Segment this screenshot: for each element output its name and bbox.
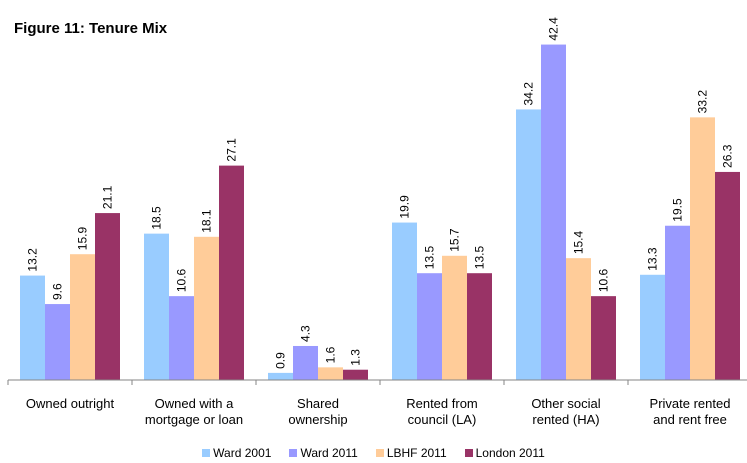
bar	[715, 171, 740, 380]
value-label: 10.6	[597, 268, 611, 292]
value-label: 13.5	[423, 246, 437, 270]
bar	[516, 109, 541, 380]
bar	[20, 275, 45, 380]
value-label: 15.7	[448, 228, 462, 252]
bar	[318, 367, 343, 380]
legend-swatch	[202, 449, 211, 457]
x-tick-label: Owned with a mortgage or loan	[144, 396, 244, 427]
value-label: 19.5	[671, 198, 685, 222]
legend: Ward 2001 Ward 2011 LBHF 2011 London 2011	[0, 446, 747, 460]
bar	[541, 44, 566, 381]
bar	[417, 273, 442, 380]
value-label: 0.9	[274, 352, 288, 369]
bar	[467, 273, 492, 380]
bar	[194, 236, 219, 380]
x-tick-label: Shared ownership	[288, 396, 348, 427]
value-label: 13.2	[26, 248, 40, 272]
value-label: 13.5	[473, 246, 487, 270]
value-label: 4.3	[299, 325, 313, 342]
bar	[144, 233, 169, 380]
value-label: 18.5	[150, 206, 164, 230]
value-label: 15.9	[76, 227, 90, 251]
bar	[591, 296, 616, 380]
bar	[70, 254, 95, 380]
x-tick-label: Other social rented (HA)	[531, 396, 601, 427]
bar	[343, 369, 368, 380]
value-label: 18.1	[200, 209, 214, 233]
legend-label: Ward 2011	[300, 446, 358, 460]
value-label: 9.6	[51, 283, 65, 300]
value-label: 19.9	[398, 195, 412, 219]
bar	[392, 222, 417, 380]
value-label: 26.3	[721, 144, 735, 168]
legend-label: Ward 2001	[213, 446, 272, 460]
value-label: 21.1	[101, 185, 115, 209]
bar	[442, 255, 467, 380]
value-label: 33.2	[696, 90, 710, 114]
chart-title: Figure 11: Tenure Mix	[14, 20, 168, 37]
bar	[293, 345, 318, 380]
bar	[690, 117, 715, 381]
legend-item: LBHF 2011	[375, 446, 447, 460]
bar	[219, 165, 244, 380]
bar	[268, 372, 293, 380]
x-tick-label: Owned outright	[25, 396, 115, 411]
bar	[169, 296, 194, 380]
bar	[566, 258, 591, 380]
bar	[640, 274, 665, 380]
legend-swatch	[289, 449, 298, 457]
value-label: 42.4	[547, 17, 561, 41]
value-label: 34.2	[522, 82, 536, 106]
x-tick-label: Rented from council (LA)	[406, 396, 478, 427]
value-label: 15.4	[572, 230, 586, 254]
bar	[665, 225, 690, 380]
value-label: 1.6	[324, 346, 338, 363]
value-label: 27.1	[225, 138, 239, 162]
x-tick-label: Private rented and rent free	[649, 396, 731, 427]
legend-item: Ward 2011	[289, 446, 358, 460]
value-label: 10.6	[175, 268, 189, 292]
legend-label: LBHF 2011	[386, 446, 447, 460]
legend-item: London 2011	[464, 446, 545, 460]
legend-swatch	[375, 449, 384, 457]
legend-label: London 2011	[475, 446, 545, 460]
value-label: 1.3	[349, 349, 363, 366]
legend-item: Ward 2001	[202, 446, 271, 460]
legend-swatch	[464, 449, 473, 457]
bar	[95, 213, 120, 380]
value-label: 13.3	[646, 247, 660, 271]
bar	[45, 304, 70, 380]
